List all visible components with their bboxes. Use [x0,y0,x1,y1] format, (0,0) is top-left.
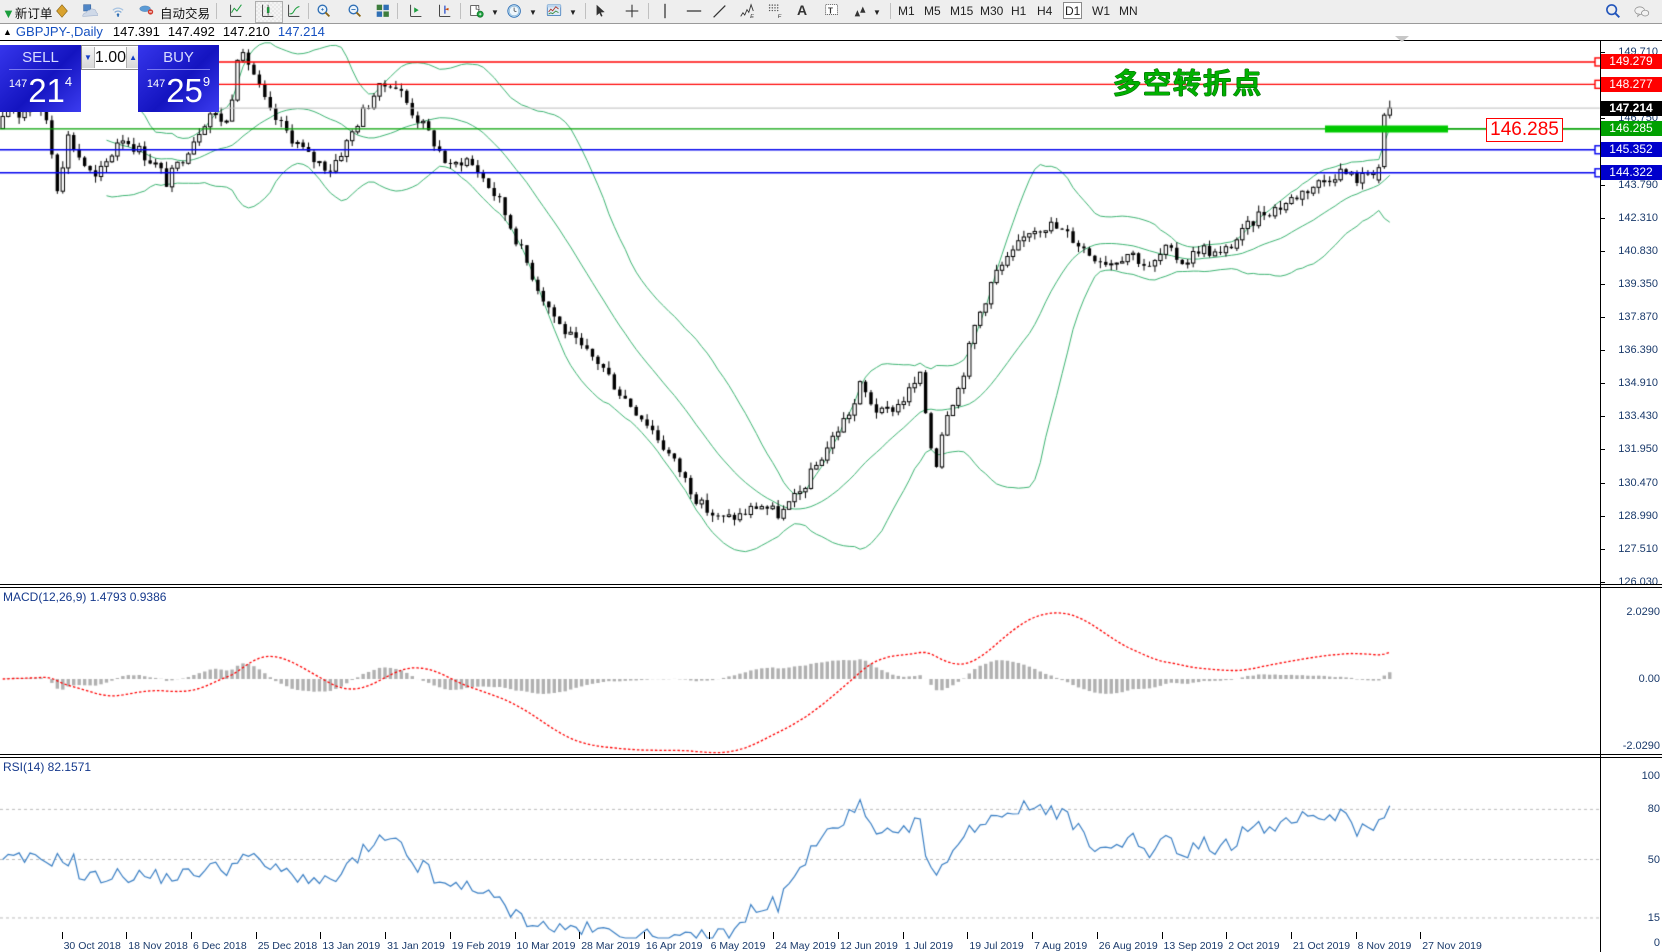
svg-text:F: F [778,14,782,20]
svg-text:T: T [828,6,833,15]
svg-text:E: E [750,14,754,20]
